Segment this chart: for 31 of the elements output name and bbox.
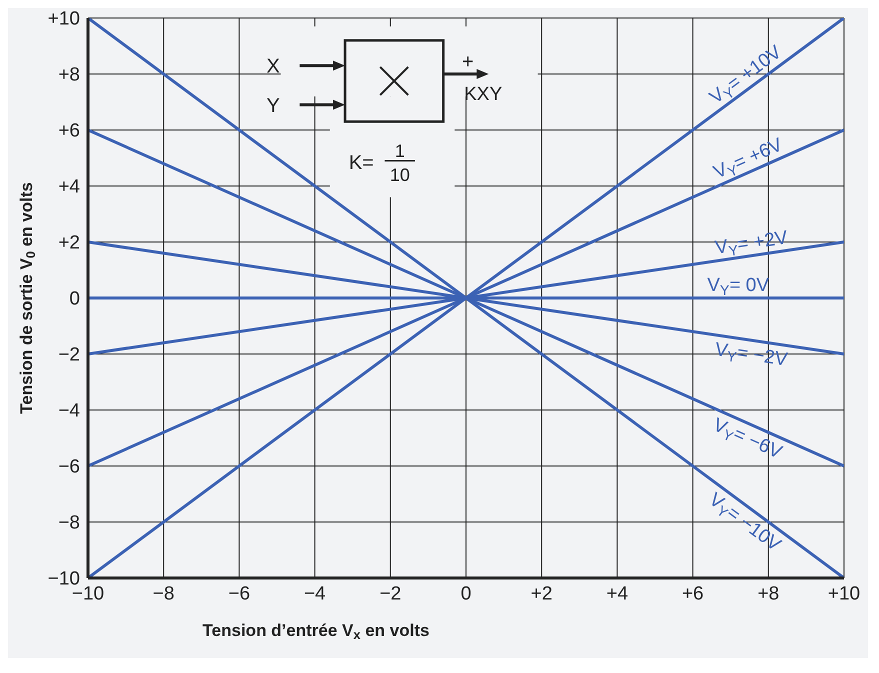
annotation: + — [462, 51, 474, 73]
x-tick-label: +10 — [828, 583, 860, 604]
annotation: K= — [348, 152, 374, 174]
text: V$_{Y}$= −2V — [714, 339, 790, 371]
x-tick-label: +2 — [530, 583, 552, 604]
x-axis-title: Tension d’entrée V$_{x}$ en volts — [202, 621, 430, 642]
x-tick-label: −6 — [228, 583, 250, 604]
y-tick-label: −6 — [58, 456, 80, 478]
annotation: 10 — [390, 164, 410, 185]
x-tick-label: −2 — [380, 583, 402, 604]
annotation: 1 — [394, 140, 405, 161]
x-tick-label: −4 — [304, 583, 326, 604]
annotation: X — [266, 56, 280, 78]
y-tick-label: +2 — [58, 232, 80, 254]
y-tick-label: −8 — [58, 512, 80, 534]
x-tick-label: 0 — [460, 583, 472, 604]
y-tick-label: −2 — [58, 344, 80, 366]
annotation: Y — [266, 94, 280, 117]
x-tick-label: +8 — [758, 583, 780, 604]
y-tick-label: −4 — [58, 400, 80, 422]
x-tick-label: +4 — [606, 583, 628, 604]
y-tick-label: −10 — [48, 568, 80, 590]
y-tick-label: +4 — [58, 176, 80, 198]
annotation: KXY — [464, 84, 502, 105]
y-tick-label: +6 — [58, 120, 80, 142]
x-tick-label: +6 — [682, 583, 704, 604]
y-tick-label: +8 — [58, 64, 80, 86]
x-tick-label: −8 — [152, 583, 174, 604]
text: V$_{Y}$= +2V — [714, 227, 790, 260]
y-tick-label: 0 — [69, 288, 80, 310]
y-tick-label: +10 — [48, 8, 80, 30]
